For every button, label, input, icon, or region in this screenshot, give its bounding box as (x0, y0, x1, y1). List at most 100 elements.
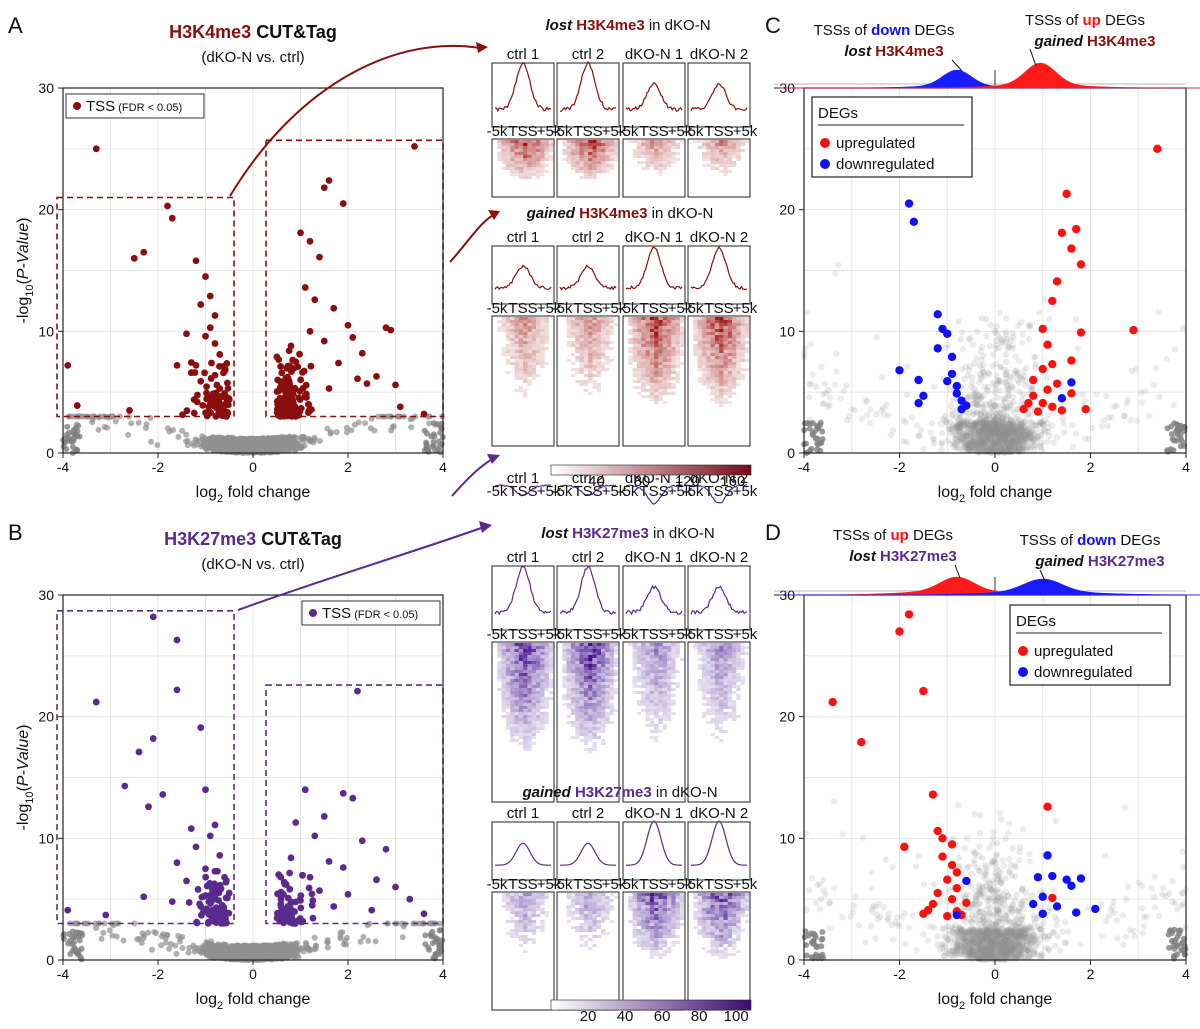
background-point (992, 360, 1000, 368)
deg-point-downregulated (943, 377, 952, 386)
background-point (976, 829, 984, 836)
background-point (1104, 422, 1112, 430)
data-point (368, 906, 376, 914)
background-point (169, 427, 176, 434)
data-point (296, 396, 304, 403)
background-point (834, 261, 842, 268)
data-point (203, 389, 210, 397)
background-point (839, 913, 846, 921)
background-point (878, 373, 886, 381)
background-point (845, 413, 853, 420)
data-point (208, 359, 215, 367)
data-point (190, 409, 198, 417)
data-point (305, 884, 313, 892)
background-point (965, 392, 972, 400)
data-point (382, 845, 390, 853)
data-point (199, 402, 207, 409)
deg-point-upregulated (1062, 189, 1071, 199)
background-point (986, 400, 993, 408)
background-point (1020, 367, 1028, 375)
background-point (60, 935, 67, 942)
background-point (1146, 412, 1153, 420)
data-point (296, 387, 304, 395)
background-point (222, 956, 229, 963)
background-point (1026, 321, 1034, 329)
background-point (142, 425, 149, 432)
background-point (191, 945, 198, 952)
background-point (120, 937, 127, 944)
data-point (286, 869, 294, 877)
data-point (224, 397, 232, 405)
background-point (148, 438, 155, 445)
data-point (277, 896, 285, 903)
data-point (209, 896, 217, 904)
x-tick-label: -4 (798, 459, 811, 475)
background-point (191, 442, 198, 449)
deg-point-downregulated (895, 366, 904, 375)
background-point (873, 334, 880, 341)
background-point (991, 389, 998, 396)
background-point (287, 941, 294, 948)
data-point (297, 229, 304, 237)
background-point (277, 947, 284, 954)
background-point (430, 419, 437, 426)
background-point (342, 937, 349, 944)
background-point (1002, 331, 1010, 339)
background-point (996, 810, 1003, 817)
data-point (202, 409, 210, 417)
data-point (218, 906, 226, 914)
selection-box-gained (265, 139, 444, 418)
data-point (220, 369, 227, 377)
data-point (64, 362, 72, 369)
data-point (306, 237, 314, 245)
x-tick-label: 2 (344, 966, 352, 982)
background-point (1044, 438, 1051, 446)
background-point (125, 431, 132, 438)
data-point (311, 296, 319, 304)
background-point (333, 429, 340, 436)
background-point (1041, 296, 1049, 303)
background-point (408, 424, 415, 431)
background-point (963, 430, 970, 438)
data-point (411, 143, 418, 150)
background-point (270, 435, 277, 442)
background-point (66, 930, 73, 937)
background-point (311, 436, 318, 443)
background-point (1142, 388, 1149, 395)
background-point (977, 348, 984, 355)
background-point (985, 446, 992, 453)
background-point (1001, 399, 1008, 406)
background-point (1049, 422, 1056, 429)
background-point (259, 446, 266, 453)
background-point (908, 414, 916, 421)
background-point (967, 334, 974, 342)
background-point (1031, 353, 1038, 361)
background-point (881, 411, 888, 418)
background-point (1050, 439, 1057, 446)
background-point (434, 446, 441, 453)
background-point (979, 854, 987, 862)
background-point (1072, 315, 1080, 323)
deg-point-upregulated (1153, 144, 1162, 154)
data-point (135, 748, 143, 756)
data-point (273, 353, 281, 361)
background-point (983, 431, 990, 438)
background-point (821, 380, 829, 387)
y-tick-label: 0 (46, 445, 54, 461)
background-point (969, 431, 976, 438)
background-point (887, 431, 894, 439)
background-point (1068, 421, 1076, 429)
background-point (293, 445, 300, 452)
x-tick-label: -4 (57, 966, 70, 982)
background-point (949, 397, 957, 404)
data-point (349, 794, 357, 802)
deg-point-downregulated (957, 405, 966, 414)
background-point (1102, 852, 1109, 859)
background-point (974, 441, 982, 448)
background-point (809, 420, 816, 427)
background-point (184, 442, 191, 449)
deg-point-upregulated (1038, 324, 1047, 334)
data-point (344, 321, 352, 329)
data-point (196, 900, 204, 908)
